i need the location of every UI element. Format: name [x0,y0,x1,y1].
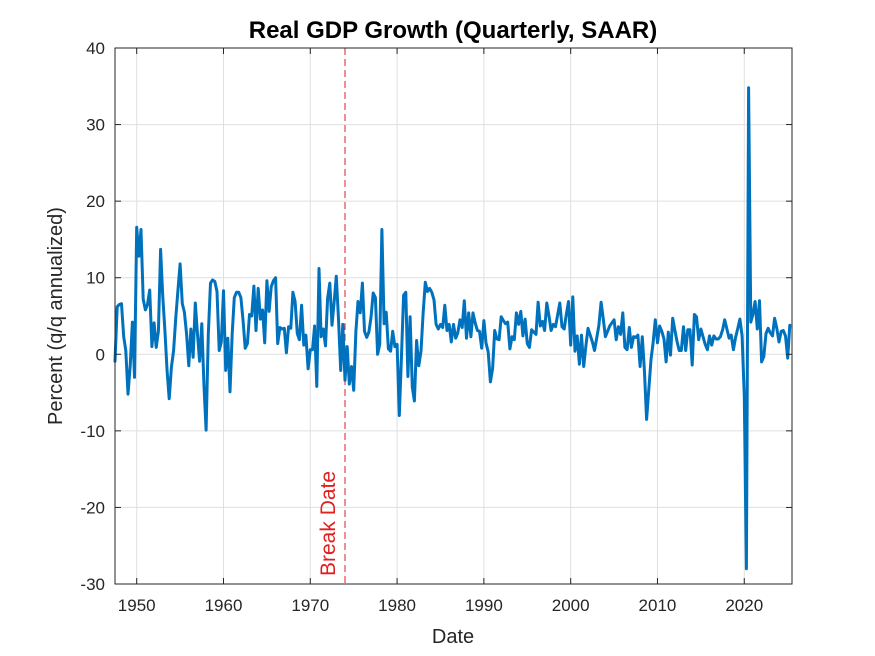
x-tick-label: 1970 [291,596,329,615]
break-date-label: Break Date [317,471,340,576]
break-marker: Break Date [317,48,346,584]
x-tick-label: 1950 [118,596,156,615]
series-layer [113,86,792,571]
x-tick-label: 1990 [465,596,503,615]
x-tick-labels: 1950 1960 1970 1980 1990 2000 2010 2020 [118,596,763,615]
y-tick-label: -20 [80,498,105,517]
tick-marks [115,47,792,585]
y-tick-label: -30 [80,575,105,594]
y-tick-label: 30 [86,116,105,135]
series-line-gdp-growth [113,86,792,571]
x-tick-label: 1960 [205,596,243,615]
x-axis-label: Date [432,626,474,648]
y-tick-label: -10 [80,422,105,441]
y-tick-label: 20 [86,192,105,211]
plot-frame [114,47,793,585]
x-tick-label: 2010 [639,596,677,615]
x-tick-label: 2000 [552,596,590,615]
y-tick-labels: -30 -20 -10 0 10 20 30 40 [80,39,105,594]
chart-title: Real GDP Growth (Quarterly, SAAR) [249,17,658,44]
y-tick-label: 0 [96,345,105,364]
x-tick-label: 1980 [378,596,416,615]
x-tick-label: 2020 [725,596,763,615]
y-tick-label: 40 [86,39,105,58]
y-axis-label: Percent (q/q annualized) [45,207,67,425]
y-tick-label: 10 [86,269,105,288]
